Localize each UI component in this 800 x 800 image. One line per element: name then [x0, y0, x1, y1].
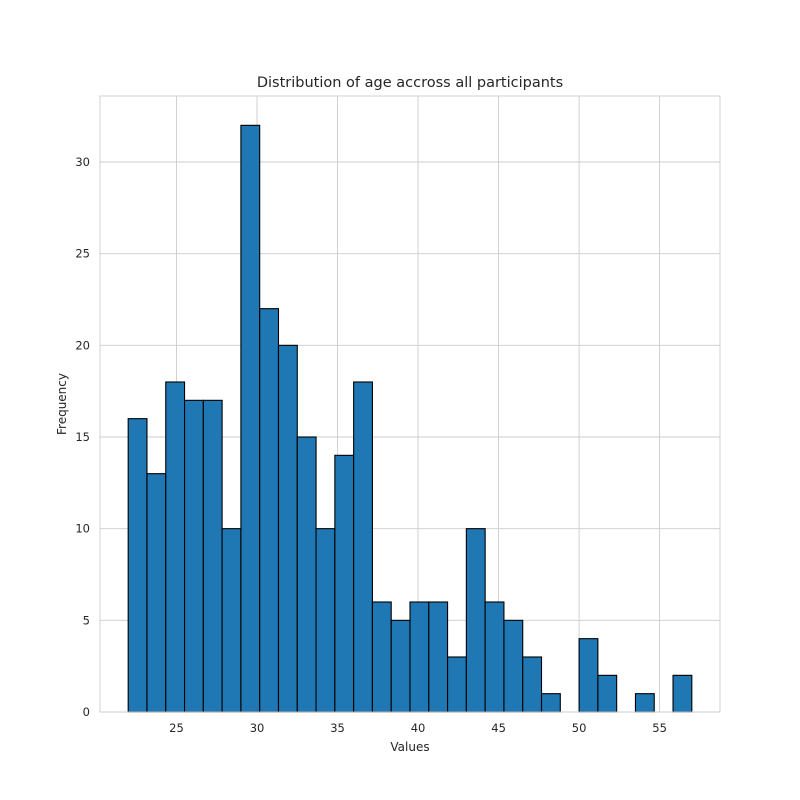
- histogram-bar: [259, 308, 280, 713]
- chart-title: Distribution of age accross all particip…: [257, 75, 563, 91]
- y-tick-label: 15: [75, 430, 90, 444]
- histogram-bar: [334, 454, 355, 713]
- x-tick-label: 50: [572, 721, 587, 735]
- tick-labels: 25 30 35 40 45 50 55 0 5 10 15 20 25 30: [75, 155, 667, 735]
- histogram-bar: [428, 601, 449, 713]
- histogram-bar: [296, 436, 317, 713]
- histogram-bar: [277, 344, 298, 713]
- histogram-bar: [371, 601, 392, 713]
- histogram-bar: [484, 601, 505, 713]
- histogram-bar: [202, 399, 223, 713]
- histogram-bar: [127, 418, 148, 713]
- x-tick-label: 45: [491, 721, 506, 735]
- histogram-bar: [503, 619, 524, 713]
- y-tick-label: 30: [75, 155, 90, 169]
- histogram-bar: [578, 638, 599, 713]
- x-tick-label: 55: [652, 721, 667, 735]
- x-tick-label: 25: [169, 721, 184, 735]
- histogram-bar: [183, 399, 204, 713]
- y-tick-label: 20: [75, 338, 90, 352]
- histogram-bar: [447, 656, 467, 713]
- histogram-bar: [465, 528, 486, 713]
- histogram-bar: [672, 674, 693, 713]
- histogram-bar: [390, 619, 411, 713]
- y-tick-label: 25: [75, 247, 90, 261]
- x-tick-label: 30: [250, 721, 265, 735]
- histogram-bar: [146, 473, 167, 713]
- y-tick-label: 5: [83, 613, 90, 627]
- plot-area-frame: [99, 95, 721, 713]
- x-axis-label: Values: [390, 740, 429, 754]
- histogram-bar: [409, 601, 430, 713]
- x-tick-label: 40: [411, 721, 426, 735]
- y-axis-label: Frequency: [55, 373, 69, 435]
- bars: [127, 124, 693, 713]
- histogram-bar: [315, 528, 336, 713]
- histogram-bar: [240, 124, 261, 713]
- histogram-bar: [353, 381, 373, 713]
- y-tick-label: 0: [83, 705, 90, 719]
- histogram-bar: [597, 674, 618, 713]
- y-tick-label: 10: [75, 522, 90, 536]
- histogram-bar: [522, 656, 543, 713]
- histogram-bar: [634, 693, 655, 713]
- histogram-bar: [165, 381, 186, 713]
- x-tick-label: 35: [330, 721, 345, 735]
- histogram-bar: [221, 528, 242, 713]
- histogram-bar: [540, 693, 561, 713]
